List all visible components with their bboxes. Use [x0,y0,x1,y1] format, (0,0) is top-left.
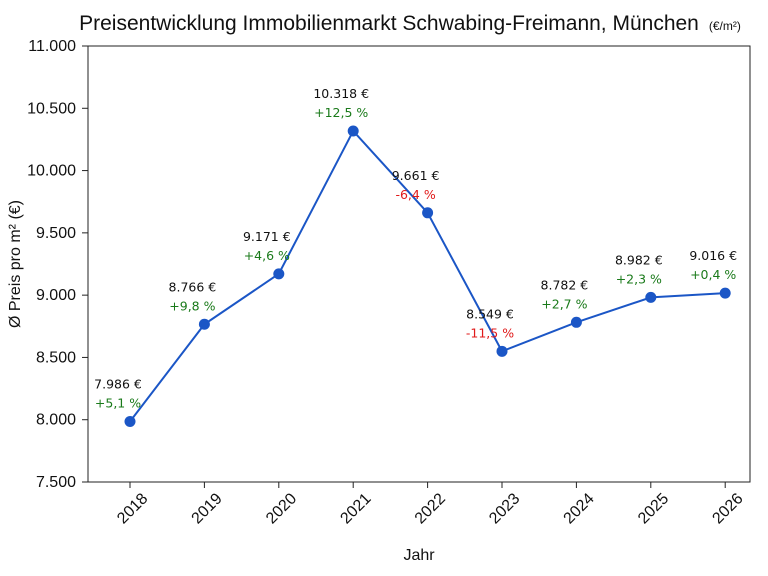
price-label: 10.318 € [313,86,369,101]
x-tick-label: 2020 [263,490,300,527]
data-point [198,318,210,330]
data-point [570,316,582,328]
x-tick-label: 2018 [114,490,151,527]
x-tick-label: 2024 [561,490,598,527]
y-tick-label: 8.000 [36,412,76,429]
change-label: -11,5 % [466,325,514,340]
price-label: 9.661 € [392,168,440,183]
price-label: 8.982 € [615,252,663,267]
change-label: +2,3 % [616,271,662,286]
y-tick-label: 11.000 [28,38,76,55]
price-label: 9.016 € [689,248,737,263]
data-point [422,207,434,219]
x-tick-label: 2019 [189,490,226,527]
change-label: +0,4 % [690,267,736,282]
x-tick-label: 2023 [486,490,523,527]
data-point [719,287,731,299]
x-tick-label: 2025 [635,490,672,527]
data-point [496,345,508,357]
chart-title: Preisentwicklung Immobilienmarkt Schwabi… [79,12,741,35]
y-tick-label: 10.000 [27,163,76,180]
data-point [124,415,136,427]
data-point [347,125,359,137]
y-tick-label: 10.500 [27,100,76,117]
price-label: 8.766 € [169,279,217,294]
y-tick-label: 7.500 [36,474,76,491]
x-axis-label: Jahr [403,547,435,564]
data-point [645,291,657,303]
y-axis-label: Ø Preis pro m² (€) [7,200,24,328]
change-label: +2,7 % [541,296,587,311]
plot-frame [87,45,751,483]
y-tick-label: 9.500 [36,225,76,242]
series-layer [124,125,731,427]
price-label: 8.782 € [541,277,589,292]
data-labels: 7.986 € +5,1 % 8.766 € +9,8 % 9.171 € +4,6 % 1… [94,86,737,411]
chart-title-unit: (€/m²) [709,19,741,33]
x-axis-ticks: 2018 2019 2020 2021 2022 2023 2024 2025 2026 [114,482,747,527]
y-tick-label: 9.000 [36,287,76,304]
x-tick-label: 2021 [337,490,374,527]
y-tick-label: 8.500 [36,349,76,366]
x-tick-label: 2026 [709,490,746,527]
change-label: +9,8 % [169,298,215,313]
change-label: +5,1 % [95,395,141,410]
chart-title-main: Preisentwicklung Immobilienmarkt Schwabi… [79,12,699,35]
change-label: +4,6 % [244,248,290,263]
x-tick-label: 2022 [412,490,449,527]
change-label: -6,4 % [395,187,435,202]
price-label: 9.171 € [243,229,291,244]
y-axis-ticks: 7.500 8.000 8.500 9.000 9.500 10.000 10.500 11.… [27,38,88,491]
price-label: 8.549 € [466,306,514,321]
data-point [273,268,285,280]
price-label: 7.986 € [94,376,142,391]
change-label: +12,5 % [314,105,368,120]
